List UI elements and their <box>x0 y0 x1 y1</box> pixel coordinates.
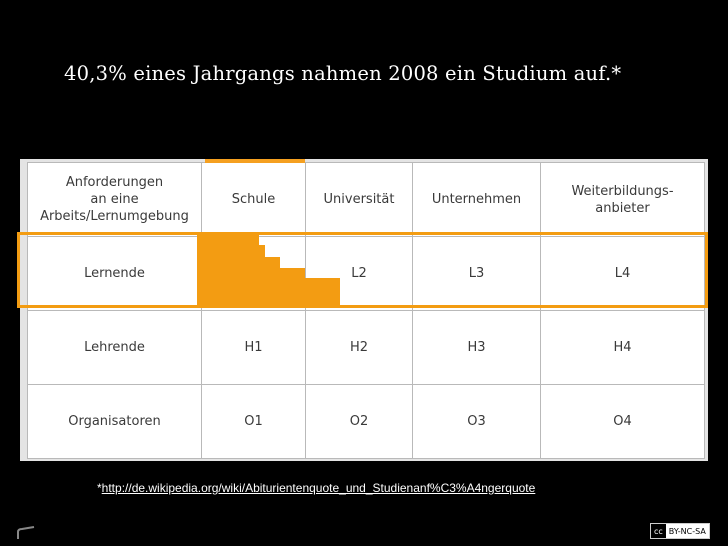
header-cell-universitaet: Universität <box>305 162 413 237</box>
table-row: Organisatoren O1 O2 O3 O4 <box>27 384 705 459</box>
header-line: an eine <box>90 192 139 207</box>
license-badge: cc BY-NC-SA <box>650 523 710 539</box>
row-label: Organisatoren <box>27 384 202 459</box>
table-cell: H4 <box>540 310 705 385</box>
orange-step-block <box>197 232 259 308</box>
cc-icon: cc <box>651 524 666 538</box>
requirements-table: Anforderungen an eine Arbeits/Lernumgebu… <box>27 162 705 459</box>
table-row: Lehrende H1 H2 H3 H4 <box>27 310 705 385</box>
table-cell: O1 <box>201 384 306 459</box>
orange-accent-bar <box>205 159 305 163</box>
orange-step-block <box>259 245 265 308</box>
table-cell: O2 <box>305 384 413 459</box>
slide-title: 40,3% eines Jahrgangs nahmen 2008 ein St… <box>64 62 622 85</box>
corner-logo-icon <box>17 526 35 539</box>
header-line: Arbeits/Lernumgebung <box>40 209 189 224</box>
header-cell-unternehmen: Unternehmen <box>412 162 541 237</box>
license-text: BY-NC-SA <box>668 526 706 536</box>
table-cell: O3 <box>412 384 541 459</box>
highlight-frame <box>17 232 708 308</box>
table-cell: H2 <box>305 310 413 385</box>
orange-step-block <box>305 278 340 308</box>
table-cell: H3 <box>412 310 541 385</box>
orange-step-block <box>280 268 305 308</box>
header-cell-schule: Schule <box>201 162 306 237</box>
footnote-link[interactable]: http://de.wikipedia.org/wiki/Abituriente… <box>101 481 536 495</box>
row-label: Lehrende <box>27 310 202 385</box>
orange-step-block <box>265 257 280 308</box>
table-cell: H1 <box>201 310 306 385</box>
header-cell-weiterbildung: Weiterbildungs- anbieter <box>540 162 705 237</box>
table-cell: O4 <box>540 384 705 459</box>
header-line: Anforderungen <box>65 175 164 190</box>
header-cell-requirements: Anforderungen an eine Arbeits/Lernumgebu… <box>27 162 202 237</box>
footnote-star: * <box>97 481 102 495</box>
row-label: Lernende <box>27 236 202 311</box>
footnote: *http://de.wikipedia.org/wiki/Abiturient… <box>97 481 535 495</box>
table-header-row: Anforderungen an eine Arbeits/Lernumgebu… <box>27 162 705 237</box>
